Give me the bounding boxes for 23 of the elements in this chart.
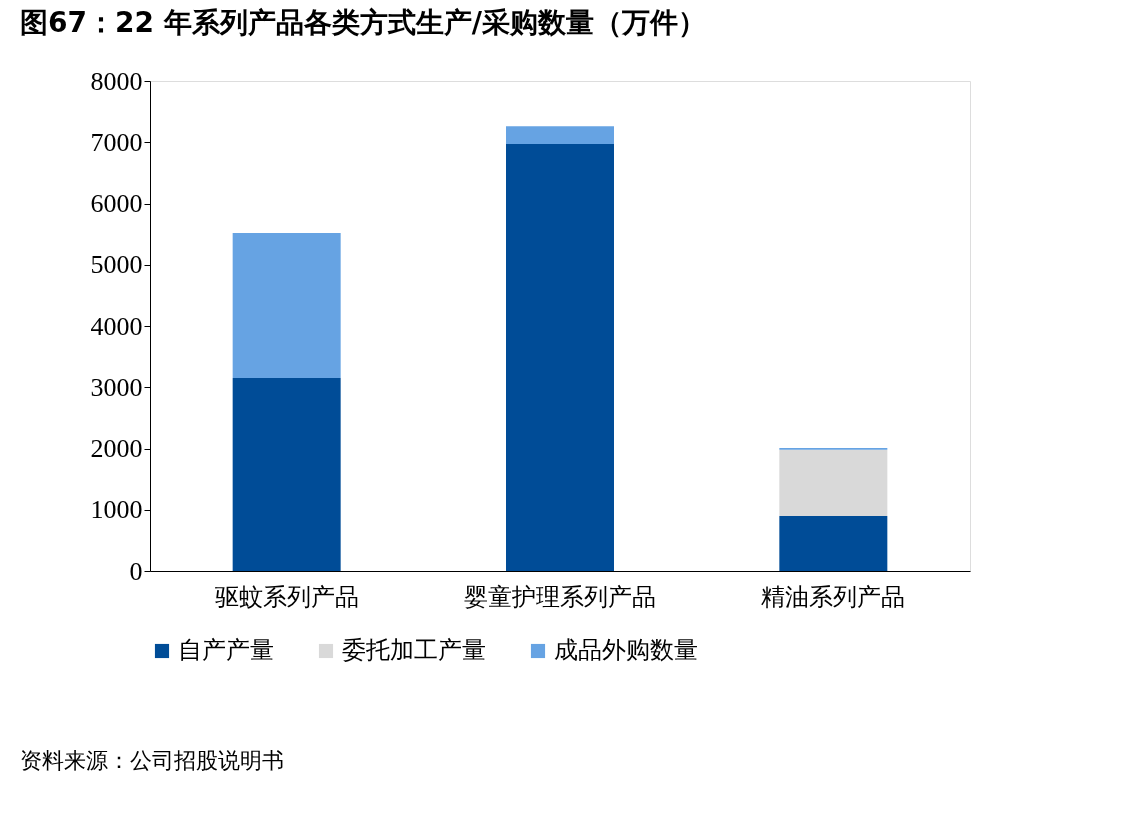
x-tick-label: 驱蚊系列产品 [214, 582, 359, 611]
bar [506, 144, 614, 571]
text: 资料来源：公司招股说明书 [20, 748, 284, 773]
y-tick-label: 2000 [90, 434, 143, 463]
bar [779, 449, 888, 516]
legend-label: 自产产量 [178, 636, 274, 664]
bar [779, 515, 888, 571]
y-tick-label: 5000 [90, 250, 143, 280]
legend-label: 委托加工产量 [342, 636, 486, 664]
bar [232, 378, 341, 571]
y-tick-label: 6000 [90, 189, 143, 218]
y-tick-label: 3000 [90, 372, 143, 402]
y-tick-label: 1000 [90, 495, 143, 525]
x-tick-label: 婴童护理系列产品 [464, 582, 656, 611]
legend-label: 成品外购数量 [554, 636, 698, 664]
y-tick-label: 0 [129, 556, 143, 586]
y-tick-label: 8000 [90, 66, 143, 96]
x-tick-label: 精油系列产品 [761, 582, 906, 611]
y-tick-label: 4000 [90, 311, 143, 341]
bar [232, 232, 341, 379]
bar [506, 126, 614, 145]
chart-title: 图67：22 年系列产品各类方式生产/采购数量（万件） [20, 6, 706, 39]
y-tick-label: 7000 [90, 127, 143, 157]
